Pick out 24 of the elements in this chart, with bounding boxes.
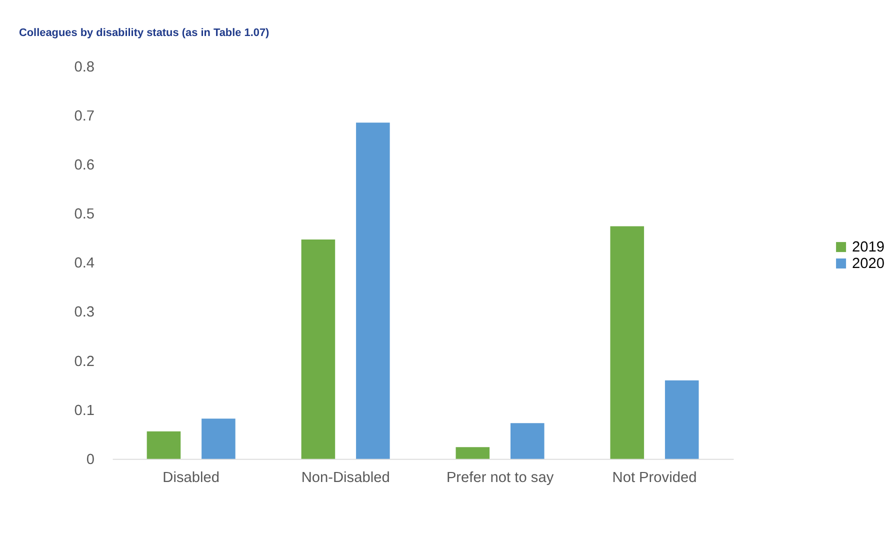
- legend-label: 2019: [852, 240, 885, 256]
- y-tick-label: 0.3: [74, 304, 95, 321]
- bar: [456, 447, 490, 459]
- x-tick-label: Non-Disabled: [301, 470, 390, 486]
- y-tick-label: 0.1: [74, 402, 95, 419]
- x-tick-label: Not Provided: [612, 470, 697, 486]
- y-tick-label: 0.8: [74, 59, 95, 76]
- bar: [664, 380, 699, 459]
- bar: [202, 418, 236, 459]
- x-tick-label: Prefer not to say: [446, 470, 554, 486]
- x-tick-label: Disabled: [162, 470, 220, 486]
- bar: [510, 423, 544, 459]
- bar: [301, 239, 336, 459]
- bar: [610, 226, 644, 459]
- y-tick-label: 0.2: [74, 354, 95, 370]
- y-tick-label: 0: [86, 452, 95, 468]
- legend-label: 2020: [852, 256, 885, 272]
- chart-title: Colleagues by disability status (as in Table 1.07): [18, 27, 270, 40]
- y-tick-label: 0.4: [74, 256, 95, 272]
- bar: [356, 122, 390, 459]
- y-tick-label: 0.6: [74, 157, 95, 174]
- bar: [146, 431, 181, 459]
- y-tick-label: 0.7: [74, 108, 95, 124]
- y-tick-label: 0.5: [74, 206, 95, 223]
